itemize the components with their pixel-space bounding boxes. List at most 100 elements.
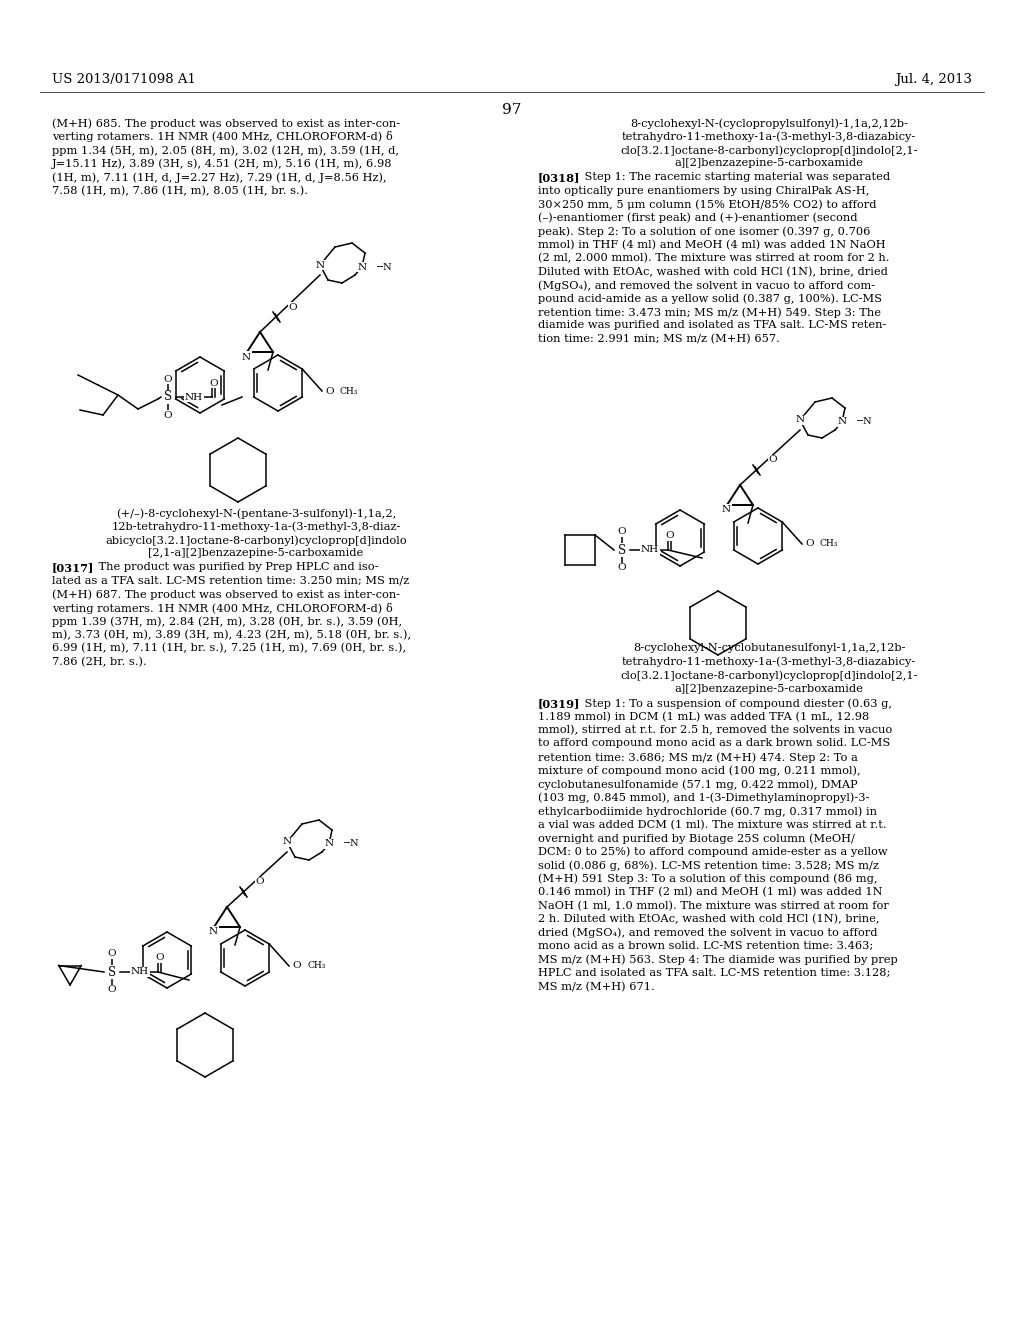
Text: tetrahydro-11-methoxy-1a-(3-methyl-3,8-diazabicy-: tetrahydro-11-methoxy-1a-(3-methyl-3,8-d… <box>622 656 916 667</box>
Text: tion time: 2.991 min; MS m/z (M+H) 657.: tion time: 2.991 min; MS m/z (M+H) 657. <box>538 334 780 345</box>
Text: −N: −N <box>856 417 872 426</box>
Text: (2 ml, 2.000 mmol). The mixture was stirred at room for 2 h.: (2 ml, 2.000 mmol). The mixture was stir… <box>538 253 890 264</box>
Text: 6.99 (1H, m), 7.11 (1H, br. s.), 7.25 (1H, m), 7.69 (0H, br. s.),: 6.99 (1H, m), 7.11 (1H, br. s.), 7.25 (1… <box>52 643 407 653</box>
Text: CH₃: CH₃ <box>307 961 326 970</box>
Text: (1H, m), 7.11 (1H, d, J=2.27 Hz), 7.29 (1H, d, J=8.56 Hz),: (1H, m), 7.11 (1H, d, J=2.27 Hz), 7.29 (… <box>52 172 387 182</box>
Text: N: N <box>796 416 805 425</box>
Text: mono acid as a brown solid. LC-MS retention time: 3.463;: mono acid as a brown solid. LC-MS retent… <box>538 941 873 950</box>
Text: [0319]: [0319] <box>538 698 581 709</box>
Text: to afford compound mono acid as a dark brown solid. LC-MS: to afford compound mono acid as a dark b… <box>538 738 890 748</box>
Text: Diluted with EtOAc, washed with cold HCl (1N), brine, dried: Diluted with EtOAc, washed with cold HCl… <box>538 267 888 277</box>
Text: O: O <box>164 375 172 384</box>
Text: N: N <box>325 840 334 849</box>
Text: O: O <box>806 540 814 549</box>
Text: 8-cyclohexyl-N-(cyclopropylsulfonyl)-1,1a,2,12b-: 8-cyclohexyl-N-(cyclopropylsulfonyl)-1,1… <box>630 117 908 128</box>
Text: MS m/z (M+H) 563. Step 4: The diamide was purified by prep: MS m/z (M+H) 563. Step 4: The diamide wa… <box>538 954 898 965</box>
Text: O: O <box>293 961 301 970</box>
Text: N: N <box>242 352 251 362</box>
Text: [0318]: [0318] <box>538 172 581 183</box>
Text: [0317]: [0317] <box>52 562 94 573</box>
Text: N: N <box>357 263 367 272</box>
Text: 8-cyclohexyl-N-cyclobutanesulfonyl-1,1a,2,12b-: 8-cyclohexyl-N-cyclobutanesulfonyl-1,1a,… <box>633 643 905 653</box>
Text: O: O <box>156 953 164 962</box>
Text: N: N <box>315 260 325 269</box>
Text: a][2]benzazepine-5-carboxamide: a][2]benzazepine-5-carboxamide <box>675 684 863 693</box>
Text: solid (0.086 g, 68%). LC-MS retention time: 3.528; MS m/z: solid (0.086 g, 68%). LC-MS retention ti… <box>538 861 879 871</box>
Text: O: O <box>666 532 675 540</box>
Text: 7.58 (1H, m), 7.86 (1H, m), 8.05 (1H, br. s.).: 7.58 (1H, m), 7.86 (1H, m), 8.05 (1H, br… <box>52 186 308 195</box>
Text: US 2013/0171098 A1: US 2013/0171098 A1 <box>52 73 196 86</box>
Text: O: O <box>326 387 334 396</box>
Text: 30×250 mm, 5 μm column (15% EtOH/85% CO2) to afford: 30×250 mm, 5 μm column (15% EtOH/85% CO2… <box>538 199 877 210</box>
Text: O: O <box>108 949 117 958</box>
Text: S: S <box>108 965 116 978</box>
Text: 12b-tetrahydro-11-methoxy-1a-(3-methyl-3,8-diaz-: 12b-tetrahydro-11-methoxy-1a-(3-methyl-3… <box>112 521 400 532</box>
Text: O: O <box>108 986 117 994</box>
Text: retention time: 3.686; MS m/z (M+H) 474. Step 2: To a: retention time: 3.686; MS m/z (M+H) 474.… <box>538 752 858 763</box>
Text: NH: NH <box>131 968 150 977</box>
Text: 97: 97 <box>503 103 521 117</box>
Text: mixture of compound mono acid (100 mg, 0.211 mmol),: mixture of compound mono acid (100 mg, 0… <box>538 766 860 776</box>
Text: dried (MgSO₄), and removed the solvent in vacuo to afford: dried (MgSO₄), and removed the solvent i… <box>538 928 878 939</box>
Text: DCM: 0 to 25%) to afford compound amide-ester as a yellow: DCM: 0 to 25%) to afford compound amide-… <box>538 846 888 857</box>
Text: CH₃: CH₃ <box>340 387 358 396</box>
Text: cyclobutanesulfonamide (57.1 mg, 0.422 mmol), DMAP: cyclobutanesulfonamide (57.1 mg, 0.422 m… <box>538 779 858 789</box>
Text: verting rotamers. 1H NMR (400 MHz, CHLOROFORM-d) δ: verting rotamers. 1H NMR (400 MHz, CHLOR… <box>52 602 393 614</box>
Text: (103 mg, 0.845 mmol), and 1-(3-Dimethylaminopropyl)-3-: (103 mg, 0.845 mmol), and 1-(3-Dimethyla… <box>538 792 869 803</box>
Text: [2,1-a][2]benzazepine-5-carboxamide: [2,1-a][2]benzazepine-5-carboxamide <box>148 549 364 558</box>
Text: ppm 1.34 (5H, m), 2.05 (8H, m), 3.02 (12H, m), 3.59 (1H, d,: ppm 1.34 (5H, m), 2.05 (8H, m), 3.02 (12… <box>52 145 399 156</box>
Text: −N: −N <box>343 840 359 849</box>
Text: (–)-enantiomer (first peak) and (+)-enantiomer (second: (–)-enantiomer (first peak) and (+)-enan… <box>538 213 857 223</box>
Text: N: N <box>283 837 292 846</box>
Text: m), 3.73 (0H, m), 3.89 (3H, m), 4.23 (2H, m), 5.18 (0H, br. s.),: m), 3.73 (0H, m), 3.89 (3H, m), 4.23 (2H… <box>52 630 411 640</box>
Text: N: N <box>722 506 730 515</box>
Text: Step 1: To a suspension of compound diester (0.63 g,: Step 1: To a suspension of compound dies… <box>570 698 892 709</box>
Text: N: N <box>209 928 217 936</box>
Text: NH: NH <box>185 392 203 401</box>
Text: (MgSO₄), and removed the solvent in vacuo to afford com-: (MgSO₄), and removed the solvent in vacu… <box>538 280 876 290</box>
Text: S: S <box>617 544 626 557</box>
Text: pound acid-amide as a yellow solid (0.387 g, 100%). LC-MS: pound acid-amide as a yellow solid (0.38… <box>538 293 882 304</box>
Text: mmol) in THF (4 ml) and MeOH (4 ml) was added 1N NaOH: mmol) in THF (4 ml) and MeOH (4 ml) was … <box>538 239 886 249</box>
Text: a vial was added DCM (1 ml). The mixture was stirred at r.t.: a vial was added DCM (1 ml). The mixture… <box>538 820 887 830</box>
Text: ethylcarbodiimide hydrochloride (60.7 mg, 0.317 mmol) in: ethylcarbodiimide hydrochloride (60.7 mg… <box>538 807 877 817</box>
Text: (M+H) 685. The product was observed to exist as inter-con-: (M+H) 685. The product was observed to e… <box>52 117 400 128</box>
Text: CH₃: CH₃ <box>820 540 839 549</box>
Text: into optically pure enantiomers by using ChiralPak AS-H,: into optically pure enantiomers by using… <box>538 186 869 195</box>
Text: S: S <box>164 391 172 404</box>
Text: (M+H) 687. The product was observed to exist as inter-con-: (M+H) 687. The product was observed to e… <box>52 589 400 599</box>
Text: O: O <box>769 455 777 465</box>
Text: The product was purified by Prep HPLC and iso-: The product was purified by Prep HPLC an… <box>84 562 379 572</box>
Text: O: O <box>256 878 264 887</box>
Text: 0.146 mmol) in THF (2 ml) and MeOH (1 ml) was added 1N: 0.146 mmol) in THF (2 ml) and MeOH (1 ml… <box>538 887 883 898</box>
Text: 7.86 (2H, br. s.).: 7.86 (2H, br. s.). <box>52 656 146 667</box>
Text: MS m/z (M+H) 671.: MS m/z (M+H) 671. <box>538 982 654 991</box>
Text: NaOH (1 ml, 1.0 mmol). The mixture was stirred at room for: NaOH (1 ml, 1.0 mmol). The mixture was s… <box>538 900 889 911</box>
Text: O: O <box>617 528 627 536</box>
Text: verting rotamers. 1H NMR (400 MHz, CHLOROFORM-d) δ: verting rotamers. 1H NMR (400 MHz, CHLOR… <box>52 132 393 143</box>
Text: clo[3.2.1]octane-8-carbonyl)cycloprop[d]indolo[2,1-: clo[3.2.1]octane-8-carbonyl)cycloprop[d]… <box>621 145 918 156</box>
Text: (+/–)-8-cyclohexyl-N-(pentane-3-sulfonyl)-1,1a,2,: (+/–)-8-cyclohexyl-N-(pentane-3-sulfonyl… <box>116 508 396 519</box>
Text: peak). Step 2: To a solution of one isomer (0.397 g, 0.706: peak). Step 2: To a solution of one isom… <box>538 226 870 236</box>
Text: tetrahydro-11-methoxy-1a-(3-methyl-3,8-diazabicy-: tetrahydro-11-methoxy-1a-(3-methyl-3,8-d… <box>622 132 916 143</box>
Text: retention time: 3.473 min; MS m/z (M+H) 549. Step 3: The: retention time: 3.473 min; MS m/z (M+H) … <box>538 308 881 318</box>
Text: diamide was purified and isolated as TFA salt. LC-MS reten-: diamide was purified and isolated as TFA… <box>538 321 887 330</box>
Text: a][2]benzazepine-5-carboxamide: a][2]benzazepine-5-carboxamide <box>675 158 863 169</box>
Text: (M+H) 591 Step 3: To a solution of this compound (86 mg,: (M+H) 591 Step 3: To a solution of this … <box>538 874 878 884</box>
Text: Jul. 4, 2013: Jul. 4, 2013 <box>895 73 972 86</box>
Text: lated as a TFA salt. LC-MS retention time: 3.250 min; MS m/z: lated as a TFA salt. LC-MS retention tim… <box>52 576 410 586</box>
Text: 2 h. Diluted with EtOAc, washed with cold HCl (1N), brine,: 2 h. Diluted with EtOAc, washed with col… <box>538 913 880 924</box>
Text: O: O <box>164 411 172 420</box>
Text: −N: −N <box>376 263 392 272</box>
Text: O: O <box>289 302 297 312</box>
Text: NH: NH <box>641 545 659 554</box>
Text: abicyclo[3.2.1]octane-8-carbonyl)cycloprop[d]indolo: abicyclo[3.2.1]octane-8-carbonyl)cyclopr… <box>105 535 407 545</box>
Text: N: N <box>838 417 847 426</box>
Text: HPLC and isolated as TFA salt. LC-MS retention time: 3.128;: HPLC and isolated as TFA salt. LC-MS ret… <box>538 968 891 978</box>
Text: overnight and purified by Biotage 25S column (MeOH/: overnight and purified by Biotage 25S co… <box>538 833 855 843</box>
Text: O: O <box>210 379 218 388</box>
Text: mmol), stirred at r.t. for 2.5 h, removed the solvents in vacuo: mmol), stirred at r.t. for 2.5 h, remove… <box>538 725 892 735</box>
Text: clo[3.2.1]octane-8-carbonyl)cycloprop[d]indolo[2,1-: clo[3.2.1]octane-8-carbonyl)cycloprop[d]… <box>621 671 918 681</box>
Text: O: O <box>617 564 627 573</box>
Text: J=15.11 Hz), 3.89 (3H, s), 4.51 (2H, m), 5.16 (1H, m), 6.98: J=15.11 Hz), 3.89 (3H, s), 4.51 (2H, m),… <box>52 158 392 169</box>
